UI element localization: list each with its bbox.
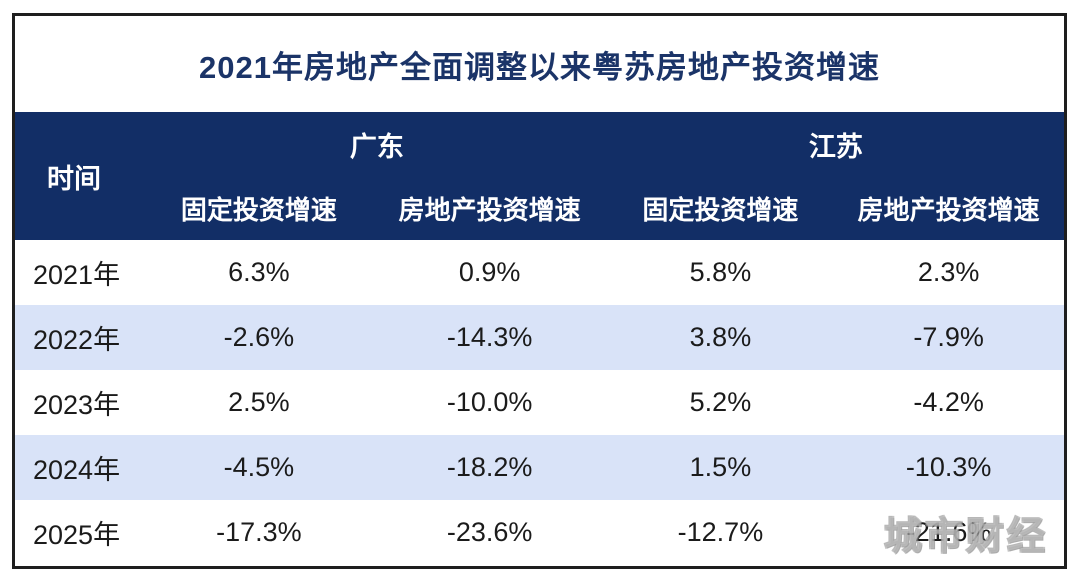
value-cell: 1.5% xyxy=(607,435,834,500)
value-cell: -18.2% xyxy=(371,435,608,500)
value-cell: -7.9% xyxy=(833,305,1064,370)
value-cell: -14.3% xyxy=(371,305,608,370)
value-cell: 2.3% xyxy=(833,240,1064,305)
year-cell: 2024年 xyxy=(15,435,147,500)
value-cell: -10.3% xyxy=(833,435,1064,500)
value-cell: -4.2% xyxy=(833,370,1064,435)
page-title: 2021年房地产全面调整以来粤苏房地产投资增速 xyxy=(15,16,1064,112)
table-header: 时间 广东 江苏 固定投资增速 房地产投资增速 固定投资增速 房地产投资增速 xyxy=(15,112,1064,240)
header-sub-row: 固定投资增速 房地产投资增速 固定投资增速 房地产投资增速 xyxy=(15,176,1064,240)
year-cell: 2021年 xyxy=(15,240,147,305)
header-gd-fixed-investment: 固定投资增速 xyxy=(146,176,372,240)
header-js-fixed-investment: 固定投资增速 xyxy=(607,176,834,240)
value-cell: 0.9% xyxy=(371,240,608,305)
year-cell: 2022年 xyxy=(15,305,147,370)
table-row-2023: 2023年 2.5% -10.0% 5.2% -4.2% xyxy=(15,370,1064,435)
header-time: 时间 xyxy=(15,112,147,240)
value-cell: -12.7% xyxy=(607,500,834,565)
table-row-2025: 2025年 -17.3% -23.6% -12.7% -21.6% xyxy=(15,500,1064,565)
value-cell: -21.6% xyxy=(833,500,1064,565)
value-cell: -4.5% xyxy=(146,435,372,500)
year-cell: 2025年 xyxy=(15,500,147,565)
table-row-2021: 2021年 6.3% 0.9% 5.8% 2.3% xyxy=(15,240,1064,305)
value-cell: 5.2% xyxy=(607,370,834,435)
header-group-row: 时间 广东 江苏 xyxy=(15,112,1064,240)
header-js-realestate-investment: 房地产投资增速 xyxy=(833,176,1064,240)
table-row-2022: 2022年 -2.6% -14.3% 3.8% -7.9% xyxy=(15,305,1064,370)
value-cell: -2.6% xyxy=(146,305,372,370)
investment-table: 时间 广东 江苏 固定投资增速 房地产投资增速 固定投资增速 房地产投资增速 2… xyxy=(15,112,1064,565)
value-cell: 3.8% xyxy=(607,305,834,370)
value-cell: -23.6% xyxy=(371,500,608,565)
table-body: 2021年 6.3% 0.9% 5.8% 2.3% 2022年 -2.6% -1… xyxy=(15,240,1064,565)
header-gd-realestate-investment: 房地产投资增速 xyxy=(371,176,608,240)
table-card: 2021年房地产全面调整以来粤苏房地产投资增速 时间 广东 江苏 固定投资增速 … xyxy=(12,13,1067,569)
table-row-2024: 2024年 -4.5% -18.2% 1.5% -10.3% xyxy=(15,435,1064,500)
value-cell: -10.0% xyxy=(371,370,608,435)
value-cell: 2.5% xyxy=(146,370,372,435)
header-jiangsu: 江苏 xyxy=(607,112,1064,176)
value-cell: -17.3% xyxy=(146,500,372,565)
value-cell: 6.3% xyxy=(146,240,372,305)
header-guangdong: 广东 xyxy=(146,112,608,176)
year-cell: 2023年 xyxy=(15,370,147,435)
value-cell: 5.8% xyxy=(607,240,834,305)
